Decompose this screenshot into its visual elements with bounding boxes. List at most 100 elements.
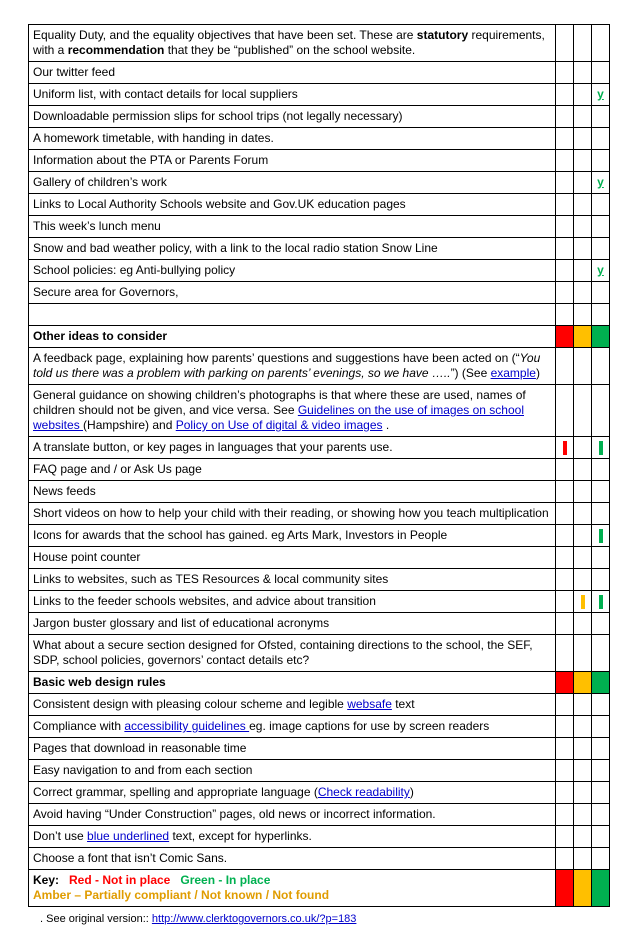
- row-text: Consistent design with pleasing colour s…: [29, 694, 556, 716]
- table-row: Compliance with accessibility guidelines…: [29, 716, 610, 738]
- indicator-cell: [592, 304, 610, 326]
- indicator-cell: [556, 385, 574, 437]
- indicator-cell: [592, 613, 610, 635]
- indicator-cell: [592, 238, 610, 260]
- row-text: Correct grammar, spelling and appropriat…: [29, 782, 556, 804]
- indicator-cell: [556, 738, 574, 760]
- indicator-cell: [592, 870, 610, 907]
- footnote: . See original version:: http://www.cler…: [40, 913, 610, 925]
- indicator-cell: [556, 25, 574, 62]
- indicator-cell: [574, 635, 592, 672]
- row-text: House point counter: [29, 547, 556, 569]
- footnote-link[interactable]: http://www.clerktogovernors.co.uk/?p=183: [152, 913, 357, 925]
- indicator-cell: [574, 459, 592, 481]
- table-row: Pages that download in reasonable time: [29, 738, 610, 760]
- indicator-cell: [574, 738, 592, 760]
- table-row: School policies: eg Anti-bullying policy…: [29, 260, 610, 282]
- table-row: Links to Local Authority Schools website…: [29, 194, 610, 216]
- indicator-cell: [574, 304, 592, 326]
- row-text: School policies: eg Anti-bullying policy: [29, 260, 556, 282]
- indicator-cell: [592, 326, 610, 348]
- table-row: Information about the PTA or Parents For…: [29, 150, 610, 172]
- table-row: Downloadable permission slips for school…: [29, 106, 610, 128]
- row-text: A feedback page, explaining how parents’…: [29, 348, 556, 385]
- indicator-cell: [556, 84, 574, 106]
- indicator-cell: [556, 716, 574, 738]
- row-text: Snow and bad weather policy, with a link…: [29, 238, 556, 260]
- indicator-cell: [574, 194, 592, 216]
- indicator-cell: y: [592, 172, 610, 194]
- indicator-cell: y: [592, 84, 610, 106]
- row-text: Short videos on how to help your child w…: [29, 503, 556, 525]
- row-text: Pages that download in reasonable time: [29, 738, 556, 760]
- indicator-cell: [556, 437, 574, 459]
- indicator-cell: [556, 216, 574, 238]
- indicator-cell: [556, 760, 574, 782]
- indicator-cell: [592, 716, 610, 738]
- row-text: Jargon buster glossary and list of educa…: [29, 613, 556, 635]
- indicator-cell: [556, 304, 574, 326]
- table-row: A feedback page, explaining how parents’…: [29, 348, 610, 385]
- table-row: Key: Red - Not in place Green - In place…: [29, 870, 610, 907]
- indicator-cell: [592, 760, 610, 782]
- row-text: Icons for awards that the school has gai…: [29, 525, 556, 547]
- indicator-cell: [592, 569, 610, 591]
- indicator-cell: [556, 481, 574, 503]
- indicator-cell: [556, 282, 574, 304]
- indicator-cell: [556, 547, 574, 569]
- indicator-cell: [592, 694, 610, 716]
- indicator-cell: [556, 694, 574, 716]
- indicator-cell: [574, 826, 592, 848]
- indicator-cell: [574, 481, 592, 503]
- indicator-cell: [592, 194, 610, 216]
- row-text: Links to Local Authority Schools website…: [29, 194, 556, 216]
- indicator-cell: [592, 804, 610, 826]
- indicator-cell: [592, 106, 610, 128]
- table-row: This week’s lunch menu: [29, 216, 610, 238]
- indicator-cell: [556, 804, 574, 826]
- indicator-cell: [556, 848, 574, 870]
- indicator-cell: [556, 826, 574, 848]
- indicator-cell: [592, 62, 610, 84]
- indicator-cell: [574, 613, 592, 635]
- indicator-cell: [556, 613, 574, 635]
- row-text: FAQ page and / or Ask Us page: [29, 459, 556, 481]
- table-row: Other ideas to consider: [29, 326, 610, 348]
- indicator-cell: [592, 481, 610, 503]
- indicator-cell: [592, 459, 610, 481]
- indicator-cell: [556, 128, 574, 150]
- indicator-cell: [592, 25, 610, 62]
- row-text: Equality Duty, and the equality objectiv…: [29, 25, 556, 62]
- indicator-cell: [592, 503, 610, 525]
- indicator-cell: [574, 216, 592, 238]
- row-text: What about a secure section designed for…: [29, 635, 556, 672]
- row-text: Gallery of children’s work: [29, 172, 556, 194]
- table-row: Correct grammar, spelling and appropriat…: [29, 782, 610, 804]
- indicator-cell: [574, 525, 592, 547]
- indicator-cell: [592, 591, 610, 613]
- indicator-cell: [574, 172, 592, 194]
- table-row: Consistent design with pleasing colour s…: [29, 694, 610, 716]
- table-row: Choose a font that isn’t Comic Sans.: [29, 848, 610, 870]
- indicator-cell: [556, 569, 574, 591]
- table-row: Gallery of children’s work y: [29, 172, 610, 194]
- indicator-cell: [574, 848, 592, 870]
- row-text: General guidance on showing children’s p…: [29, 385, 556, 437]
- indicator-cell: [592, 525, 610, 547]
- indicator-cell: [592, 128, 610, 150]
- indicator-cell: [574, 348, 592, 385]
- row-text: Avoid having “Under Construction” pages,…: [29, 804, 556, 826]
- indicator-cell: [592, 348, 610, 385]
- indicator-cell: [556, 672, 574, 694]
- row-text: Uniform list, with contact details for l…: [29, 84, 556, 106]
- indicator-cell: [592, 385, 610, 437]
- indicator-cell: [574, 84, 592, 106]
- indicator-cell: [592, 635, 610, 672]
- indicator-cell: [574, 106, 592, 128]
- indicator-cell: [574, 150, 592, 172]
- indicator-cell: [574, 694, 592, 716]
- indicator-cell: y: [592, 260, 610, 282]
- indicator-cell: [574, 760, 592, 782]
- table-row: Short videos on how to help your child w…: [29, 503, 610, 525]
- table-row: Don’t use blue underlined text, except f…: [29, 826, 610, 848]
